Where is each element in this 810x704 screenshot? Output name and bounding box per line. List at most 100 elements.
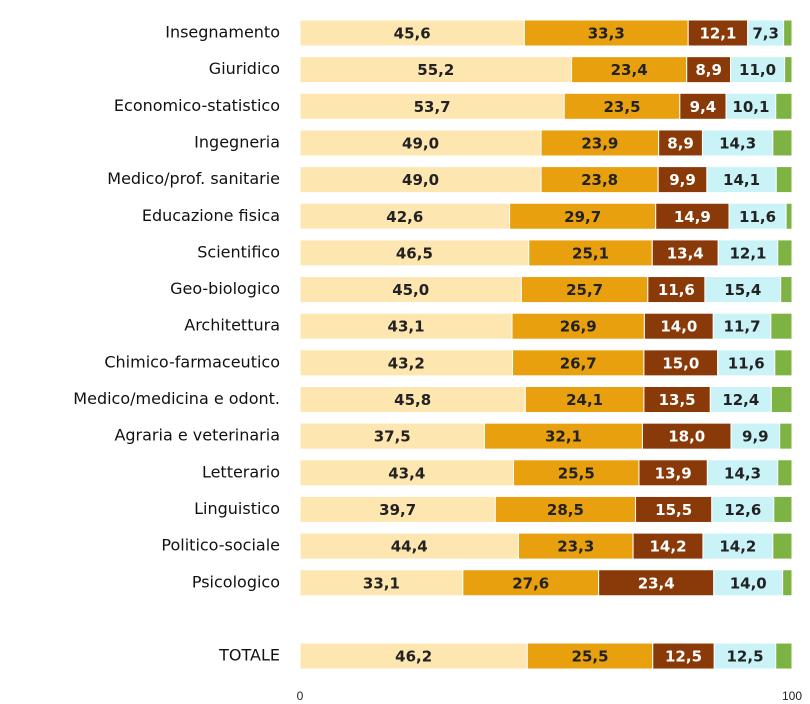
y-tick-label: Insegnamento bbox=[165, 23, 280, 42]
bar-segment bbox=[713, 642, 777, 670]
bar-segment bbox=[643, 312, 714, 340]
data-label: 13,9 bbox=[655, 464, 692, 482]
bar-segment bbox=[785, 202, 793, 230]
data-label: 11,6 bbox=[658, 281, 695, 299]
bar-segment bbox=[509, 202, 657, 230]
y-tick-label: Medico/prof. sanitarie bbox=[107, 169, 280, 188]
data-label: 33,3 bbox=[588, 25, 625, 43]
data-label: 43,1 bbox=[388, 318, 425, 336]
bar-segment bbox=[780, 276, 793, 304]
data-label: 46,5 bbox=[396, 244, 433, 262]
data-label: 15,5 bbox=[655, 501, 692, 519]
bar-segment bbox=[651, 239, 719, 267]
data-label: 26,9 bbox=[560, 318, 597, 336]
data-label: 45,0 bbox=[392, 281, 429, 299]
bar-segment bbox=[299, 386, 526, 413]
bar-segment bbox=[299, 459, 515, 487]
y-tick-label: Economico-statistico bbox=[114, 96, 280, 115]
bar-segment bbox=[299, 276, 522, 304]
x-tick-label: 0 bbox=[297, 689, 304, 703]
data-label: 55,2 bbox=[417, 61, 454, 79]
data-label: 25,5 bbox=[572, 648, 609, 666]
bar-segment bbox=[571, 56, 688, 84]
data-label: 12,1 bbox=[699, 25, 736, 43]
data-label: 11,6 bbox=[728, 354, 765, 372]
y-tick-label: Scientifico bbox=[197, 242, 280, 261]
bar-segment bbox=[494, 495, 637, 523]
bar-segment bbox=[641, 422, 732, 450]
data-label: 12,6 bbox=[724, 501, 761, 519]
y-tick-label: Chimico-farmaceutico bbox=[104, 352, 280, 371]
bar-segment bbox=[706, 166, 777, 194]
bar-segment bbox=[512, 349, 645, 377]
bar-segment bbox=[775, 166, 793, 194]
bar-segment bbox=[462, 569, 600, 597]
y-tick-label: Linguistico bbox=[194, 499, 280, 518]
y-tick-label: Letterario bbox=[202, 462, 280, 481]
bar-segment bbox=[299, 532, 519, 560]
data-label: 25,7 bbox=[566, 281, 603, 299]
bar-segment bbox=[652, 642, 715, 670]
bar-segment bbox=[779, 422, 793, 450]
bar-segment bbox=[657, 166, 708, 194]
bar-segment bbox=[717, 349, 776, 377]
data-label: 13,4 bbox=[667, 244, 704, 262]
data-label: 23,4 bbox=[638, 574, 675, 592]
bar-segment bbox=[632, 532, 704, 560]
bar-segment bbox=[686, 56, 731, 84]
bar-segment bbox=[299, 495, 496, 523]
bar-segment bbox=[299, 129, 542, 157]
data-label: 26,7 bbox=[560, 354, 597, 372]
data-label: 18,0 bbox=[668, 428, 705, 446]
y-tick-label: Psicologico bbox=[192, 572, 280, 591]
bar-segment bbox=[770, 312, 793, 340]
bar-segment bbox=[782, 569, 793, 597]
x-tick-label: 100 bbox=[782, 689, 802, 703]
data-label: 8,9 bbox=[667, 134, 694, 152]
data-label: 11,6 bbox=[739, 208, 776, 226]
data-label: 45,6 bbox=[394, 25, 431, 43]
data-label: 43,2 bbox=[388, 354, 425, 372]
data-label: 12,1 bbox=[729, 244, 766, 262]
bar-segment bbox=[770, 386, 793, 413]
bar-segment bbox=[635, 495, 713, 523]
bar-segment bbox=[712, 312, 772, 340]
y-tick-label: Geo-biologico bbox=[170, 279, 280, 298]
bar-segment bbox=[540, 166, 659, 194]
data-label: 32,1 bbox=[545, 428, 582, 446]
bar-segment bbox=[777, 459, 793, 487]
data-label: 12,4 bbox=[722, 391, 759, 409]
bar-segment bbox=[711, 495, 775, 523]
bar-segment bbox=[638, 459, 708, 487]
bar-segment bbox=[523, 19, 689, 47]
bar-segment bbox=[540, 129, 660, 157]
y-tick-label: Politico-sociale bbox=[161, 536, 280, 555]
data-label: 11,7 bbox=[724, 318, 761, 336]
data-label: 43,4 bbox=[388, 464, 425, 482]
bar-segment bbox=[299, 166, 542, 194]
bar-segment bbox=[299, 239, 530, 267]
data-label: 49,0 bbox=[402, 134, 439, 152]
data-label: 14,0 bbox=[730, 574, 767, 592]
bar-segment bbox=[772, 129, 793, 157]
y-tick-label: Ingegneria bbox=[194, 132, 280, 151]
bar-segment bbox=[773, 495, 793, 523]
data-label: 39,7 bbox=[379, 501, 416, 519]
data-label: 27,6 bbox=[512, 574, 549, 592]
bar-segment bbox=[484, 422, 643, 450]
data-label: 15,4 bbox=[724, 281, 761, 299]
bar-segment bbox=[772, 532, 793, 560]
data-label: 45,8 bbox=[394, 391, 431, 409]
bar-segment bbox=[563, 92, 681, 120]
data-label: 14,0 bbox=[660, 318, 697, 336]
data-label: 25,5 bbox=[558, 464, 595, 482]
bar-segment bbox=[299, 56, 573, 84]
data-label: 29,7 bbox=[564, 208, 601, 226]
data-label: 13,5 bbox=[659, 391, 696, 409]
bar-segment bbox=[299, 92, 565, 120]
bar-segment bbox=[730, 56, 786, 84]
data-label: 7,3 bbox=[752, 25, 779, 43]
y-tick-label: Giuridico bbox=[209, 59, 280, 78]
data-label: 11,0 bbox=[739, 61, 776, 79]
